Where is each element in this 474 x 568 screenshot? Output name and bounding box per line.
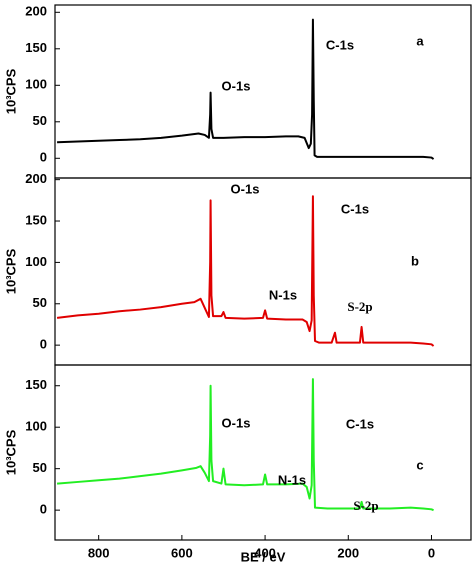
peak-annotation: C-1s	[346, 416, 374, 431]
y-tick-label: 50	[33, 295, 47, 310]
peak-annotation: b	[411, 253, 419, 268]
peak-annotation: N-1s	[278, 472, 306, 487]
y-tick-label: 200	[25, 171, 47, 186]
spectrum-line	[57, 378, 434, 512]
x-axis-label: BE / eV	[241, 549, 286, 564]
y-axis-label: 10³CPS	[3, 68, 18, 114]
y-tick-label: 50	[33, 113, 47, 128]
x-tick-label: 0	[428, 545, 435, 560]
x-tick-label: 600	[171, 545, 193, 560]
y-axis-label: 10³CPS	[3, 248, 18, 294]
peak-annotation: O-1s	[231, 181, 260, 196]
y-axis-label: 10³CPS	[3, 429, 18, 475]
plot-frame	[54, 364, 472, 541]
y-tick-label: 150	[25, 377, 47, 392]
peak-annotation: S-2p	[353, 498, 378, 513]
peak-annotation: S-2p	[347, 299, 372, 314]
x-tick-label: 800	[88, 545, 110, 560]
spectrum-line	[57, 18, 435, 160]
peak-annotation: a	[416, 33, 424, 48]
y-tick-label: 0	[40, 502, 47, 517]
peak-annotation: C-1s	[341, 201, 369, 216]
peak-annotation: O-1s	[222, 78, 251, 93]
plot-frame	[54, 4, 472, 179]
spectrum-line	[56, 195, 435, 347]
plot-frame	[54, 177, 472, 366]
y-tick-label: 100	[25, 419, 47, 434]
y-tick-label: 200	[25, 4, 47, 19]
y-tick-label: 50	[33, 460, 47, 475]
peak-annotation: C-1s	[326, 37, 354, 52]
peak-annotation: N-1s	[269, 287, 297, 302]
y-tick-label: 150	[25, 212, 47, 227]
y-tick-label: 150	[25, 40, 47, 55]
y-tick-label: 0	[40, 337, 47, 352]
peak-annotation: O-1s	[222, 415, 251, 430]
y-tick-label: 0	[40, 150, 47, 165]
x-tick-label: 200	[337, 545, 359, 560]
peak-annotation: c	[416, 457, 423, 472]
y-tick-label: 100	[25, 254, 47, 269]
y-tick-label: 100	[25, 77, 47, 92]
x-tick-label: 400	[254, 545, 276, 560]
